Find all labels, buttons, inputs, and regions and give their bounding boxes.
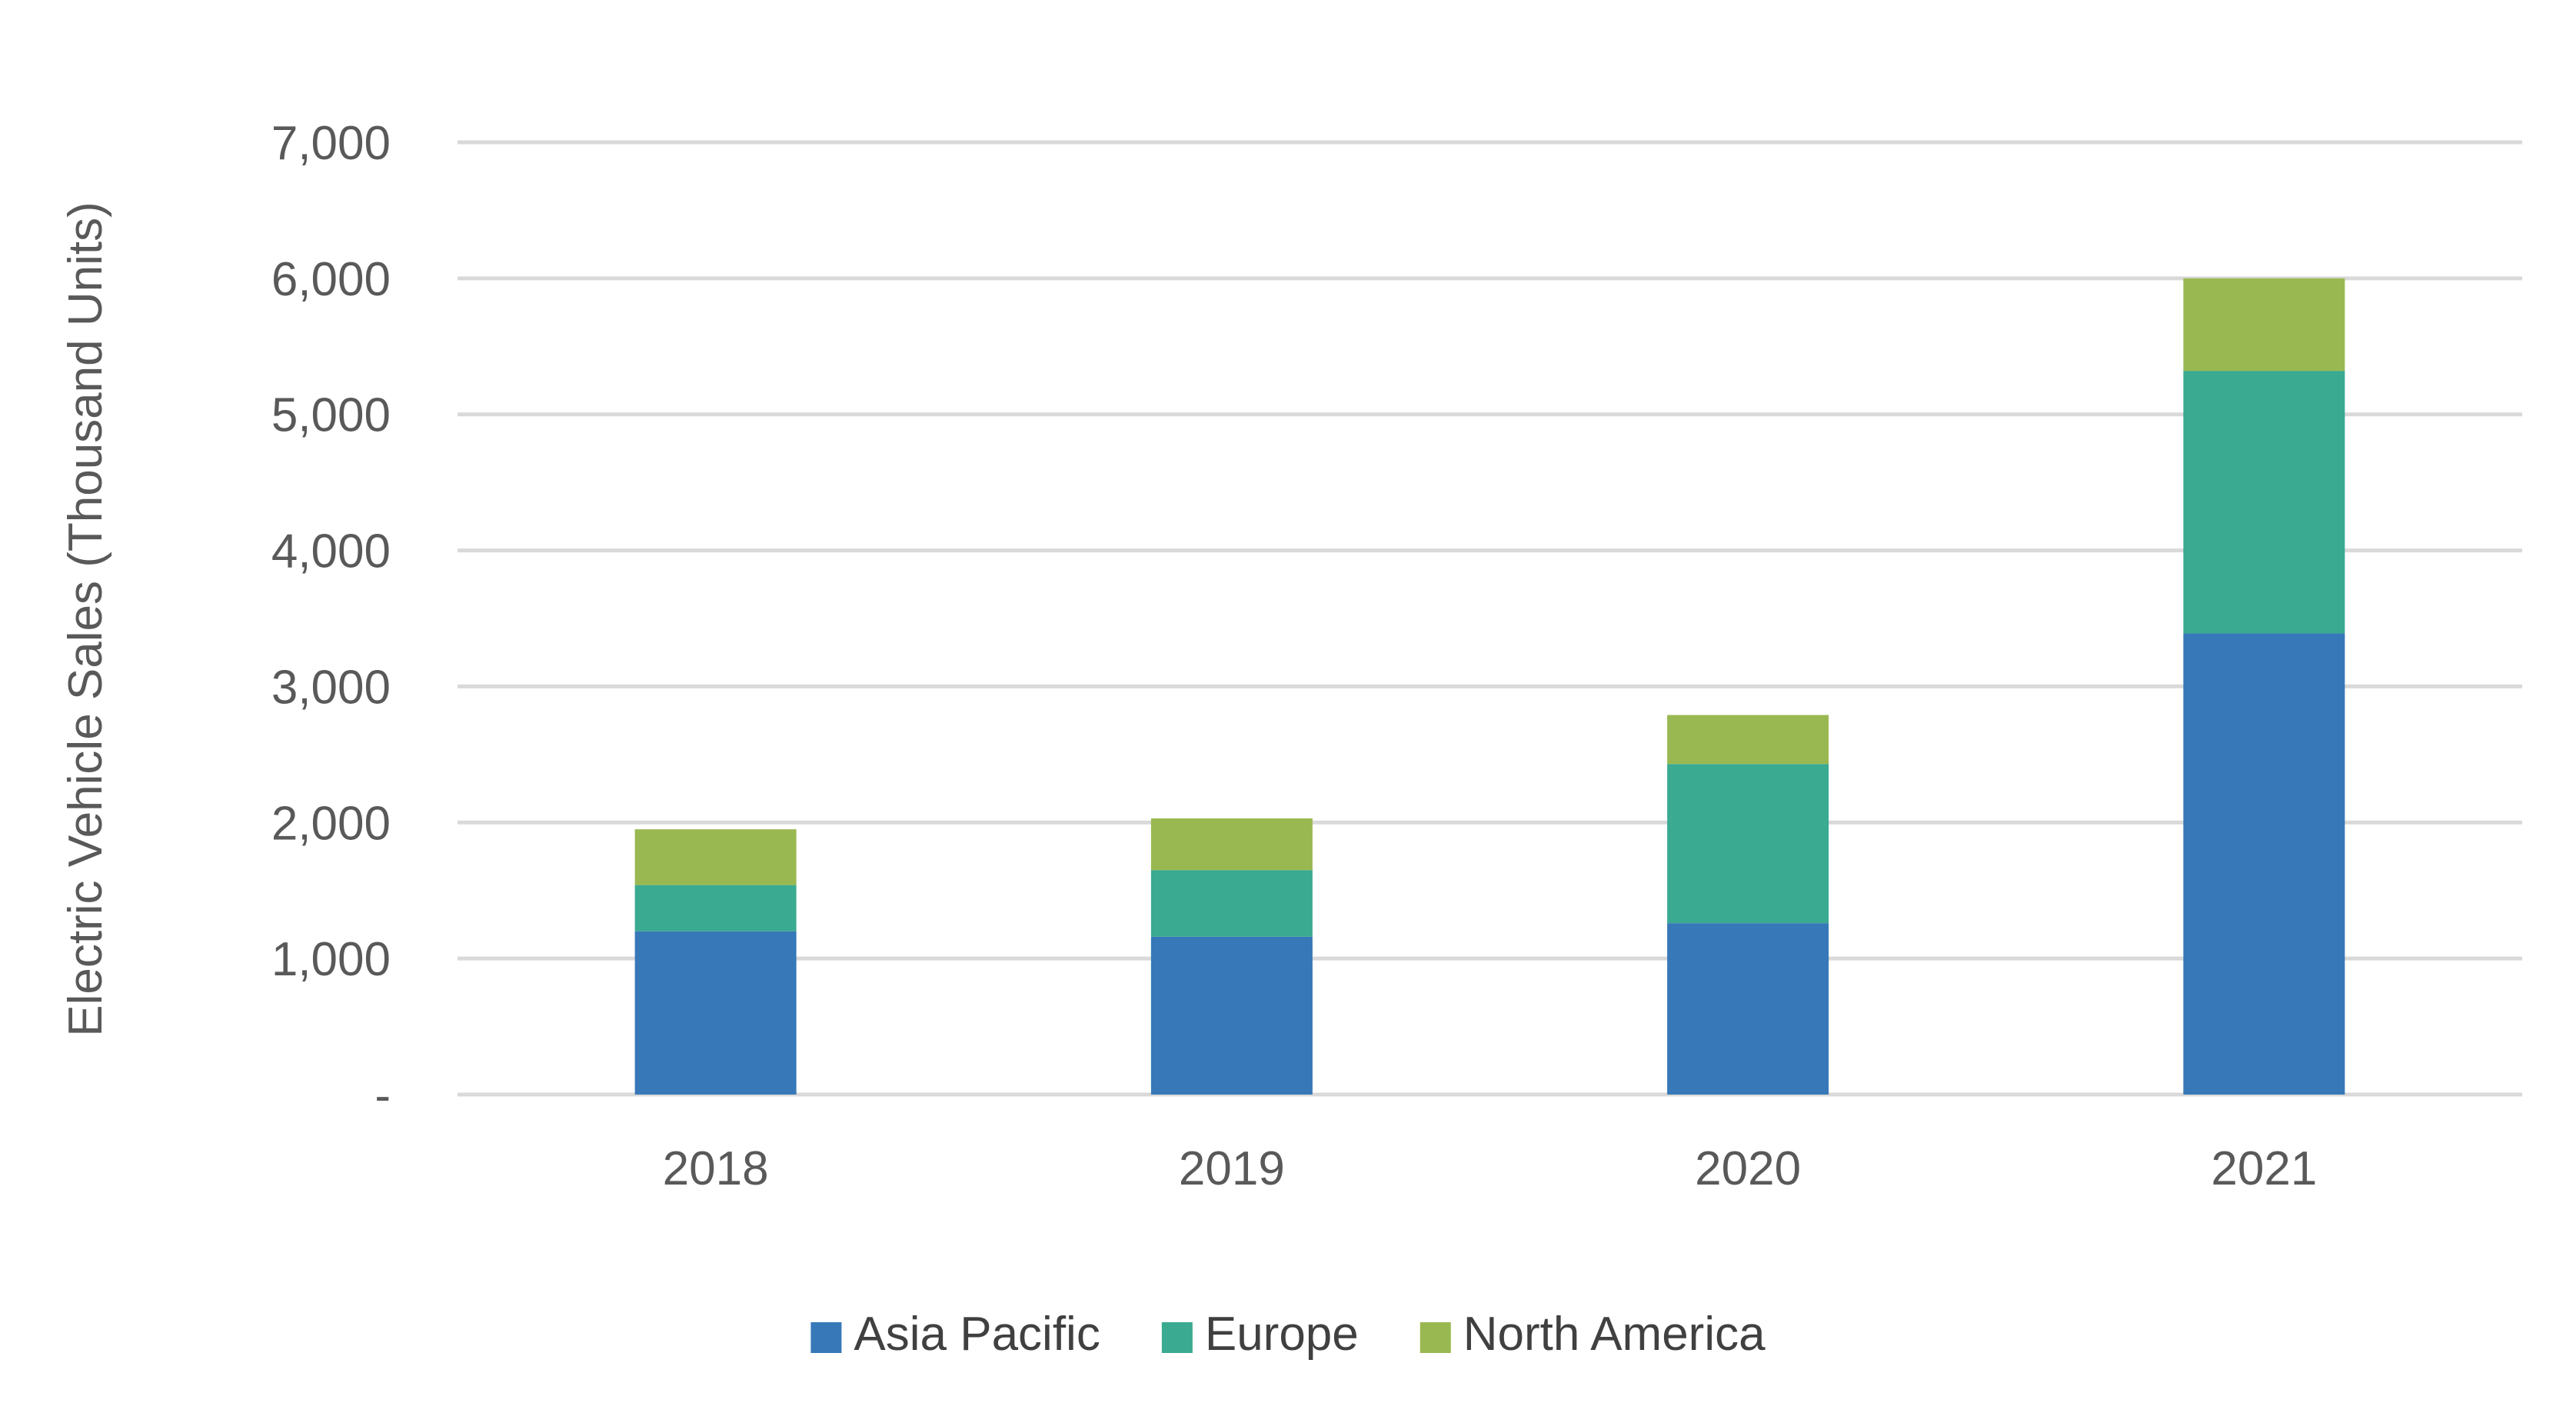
- bar-europe-2019: [1150, 870, 1313, 937]
- bar-asia-pacific-2018: [634, 931, 797, 1095]
- y-axis-title: Electric Vehicle Sales (Thousand Units): [59, 202, 112, 1036]
- bar-europe-2018: [634, 885, 797, 931]
- bar-asia-pacific-2021: [2183, 633, 2345, 1095]
- bar-asia-pacific-2019: [1150, 936, 1313, 1095]
- x-tick-label: 2021: [2211, 1142, 2317, 1195]
- bar-europe-2020: [1667, 764, 1829, 924]
- legend-item-asia-pacific: Asia Pacific: [810, 1308, 1100, 1361]
- y-axis-ticks: - 1,000 2,000 3,000 4,000 5,000 6,000 7,000: [271, 117, 391, 1122]
- legend-item-europe: Europe: [1161, 1308, 1359, 1361]
- y-tick-label: -: [374, 1069, 391, 1122]
- x-tick-label: 2018: [663, 1142, 769, 1195]
- legend-label: North America: [1463, 1308, 1766, 1361]
- gridlines: [458, 140, 2522, 1097]
- legend-label: Europe: [1205, 1308, 1359, 1361]
- bar-north-america-2018: [634, 829, 797, 885]
- bar-north-america-2019: [1150, 818, 1313, 871]
- bar-north-america-2020: [1667, 715, 1829, 765]
- bars: [634, 278, 2345, 1095]
- legend-label: Asia Pacific: [854, 1308, 1100, 1361]
- legend: Asia Pacific Europe North America: [810, 1308, 1766, 1361]
- legend-swatch: [1419, 1322, 1451, 1353]
- y-tick-label: 3,000: [271, 661, 391, 714]
- bar-europe-2021: [2183, 371, 2345, 634]
- legend-swatch: [810, 1322, 842, 1353]
- x-tick-label: 2020: [1695, 1142, 1801, 1195]
- y-tick-label: 2,000: [271, 797, 391, 850]
- legend-item-north-america: North America: [1419, 1308, 1766, 1361]
- legend-swatch: [1161, 1322, 1193, 1353]
- y-tick-label: 6,000: [271, 253, 391, 306]
- x-axis-ticks: 2018 2019 2020 2021: [663, 1142, 2318, 1195]
- y-tick-label: 1,000: [271, 933, 391, 986]
- bar-asia-pacific-2020: [1667, 923, 1829, 1095]
- y-tick-label: 5,000: [271, 389, 391, 442]
- bar-north-america-2021: [2183, 278, 2345, 372]
- y-tick-label: 7,000: [271, 117, 391, 170]
- y-tick-label: 4,000: [271, 525, 391, 578]
- x-tick-label: 2019: [1179, 1142, 1285, 1195]
